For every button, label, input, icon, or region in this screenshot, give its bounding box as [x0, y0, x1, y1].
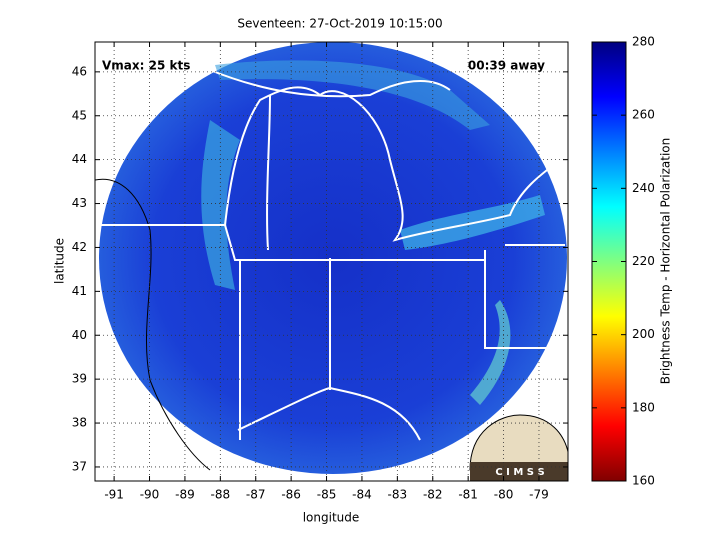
lake-michigan-band	[201, 120, 240, 290]
x-tick-label: -90	[140, 488, 160, 502]
colorbar-tick-label: 180	[632, 400, 655, 414]
x-tick-label: -83	[388, 488, 408, 502]
y-tick-label: 46	[72, 64, 87, 78]
y-tick-label: 40	[72, 328, 87, 342]
x-tick-label: -80	[494, 488, 514, 502]
map-area: C I M S S	[95, 42, 568, 481]
colorbar-label: Brightness Temp - Horizontal Polarizatio…	[659, 138, 673, 385]
x-tick-label: -87	[246, 488, 266, 502]
x-tick-label: -86	[281, 488, 301, 502]
east-band	[470, 300, 511, 405]
coastline	[224, 86, 561, 242]
x-tick-label: -85	[317, 488, 337, 502]
y-axis-label: latitude	[53, 238, 67, 284]
colorbar	[591, 41, 627, 482]
y-tick-label: 42	[72, 240, 87, 254]
y-tick-label: 41	[72, 284, 87, 298]
y-tick-label: 43	[72, 196, 87, 210]
colorbar-tick-label: 280	[632, 35, 655, 49]
x-tick-label: -81	[458, 488, 478, 502]
x-tick-label: -79	[529, 488, 549, 502]
colorbar-tick-label: 220	[632, 254, 655, 268]
colorbar-tick-label: 200	[632, 327, 655, 341]
annotation: Vmax: 25 kts	[102, 59, 190, 73]
state-border	[235, 244, 565, 441]
x-axis-label: longitude	[303, 511, 360, 525]
coast	[95, 178, 211, 471]
x-tick-label: -89	[175, 488, 195, 502]
y-tick-label: 44	[72, 152, 87, 166]
x-tick-label: -82	[423, 488, 443, 502]
colorbar-tick-label: 160	[632, 474, 655, 488]
y-tick-label: 37	[72, 459, 87, 473]
y-tick-label: 38	[72, 416, 87, 430]
x-tick-label: -88	[211, 488, 231, 502]
colorbar-tick-label: 240	[632, 181, 655, 195]
plot-frame	[94, 41, 569, 482]
x-tick-label: -84	[352, 488, 372, 502]
annotation: 00:39 away	[468, 59, 545, 73]
colorbar-tick-label: 260	[632, 108, 655, 122]
chart-title: Seventeen: 27-Oct-2019 10:15:00	[237, 17, 442, 31]
data-disk	[99, 42, 567, 474]
north-band	[215, 60, 490, 131]
x-tick-label: -91	[104, 488, 124, 502]
y-tick-label: 39	[72, 372, 87, 386]
coastline	[209, 69, 451, 251]
logo-text: C I M S S	[495, 467, 544, 478]
y-tick-label: 45	[72, 108, 87, 122]
